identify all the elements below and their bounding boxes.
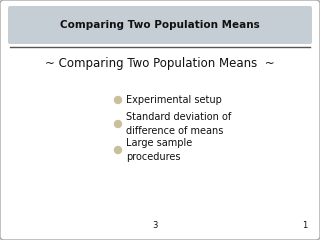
Text: Comparing Two Population Means: Comparing Two Population Means [60,20,260,30]
Circle shape [115,96,122,103]
Text: Standard deviation of
difference of means: Standard deviation of difference of mean… [126,112,231,136]
Circle shape [115,120,122,127]
Text: 1: 1 [302,222,308,230]
Text: Large sample
procedures: Large sample procedures [126,138,192,162]
Circle shape [115,146,122,154]
FancyBboxPatch shape [8,6,312,44]
Text: 3: 3 [152,222,158,230]
Text: Experimental setup: Experimental setup [126,95,222,105]
Text: ~ Comparing Two Population Means  ~: ~ Comparing Two Population Means ~ [45,58,275,71]
